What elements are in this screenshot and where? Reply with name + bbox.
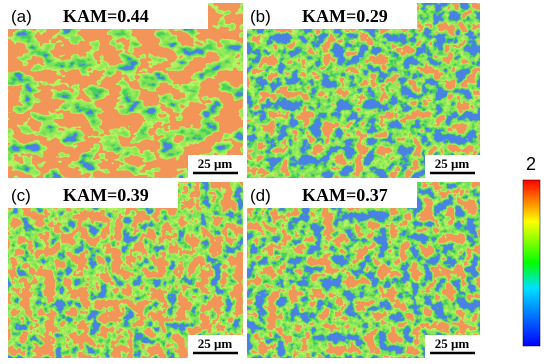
panel: (d) KAM=0.37 25 μm [247, 182, 480, 358]
title-box [8, 3, 208, 29]
colorbar-max: 2 [526, 154, 536, 174]
title-box [8, 182, 178, 208]
panel: (c) KAM=0.39 25 μm [8, 182, 243, 358]
panel-label: (b) [250, 7, 271, 26]
panel: (a) KAM=0.44 25 μm [8, 3, 243, 178]
kam-map [8, 182, 243, 358]
title-box [247, 3, 417, 29]
panel-label: (a) [11, 7, 32, 26]
scale-bar-label: 25 μm [435, 156, 470, 171]
kam-map [247, 182, 480, 358]
panel-title: KAM=0.44 [63, 6, 149, 26]
panel-label: (d) [250, 186, 271, 205]
panel-title: KAM=0.29 [302, 6, 388, 26]
panel: (b) KAM=0.29 25 μm [247, 3, 480, 178]
scale-bar-label: 25 μm [435, 336, 470, 351]
panel-title: KAM=0.39 [63, 185, 149, 205]
scale-bar-label: 25 μm [198, 336, 233, 351]
kam-map [247, 3, 480, 178]
panel-label: (c) [11, 186, 31, 205]
title-box [247, 182, 417, 208]
scale-bar-label: 25 μm [198, 156, 233, 171]
panel-title: KAM=0.37 [302, 185, 388, 205]
colorbar [522, 179, 541, 347]
kam-map [8, 3, 243, 178]
